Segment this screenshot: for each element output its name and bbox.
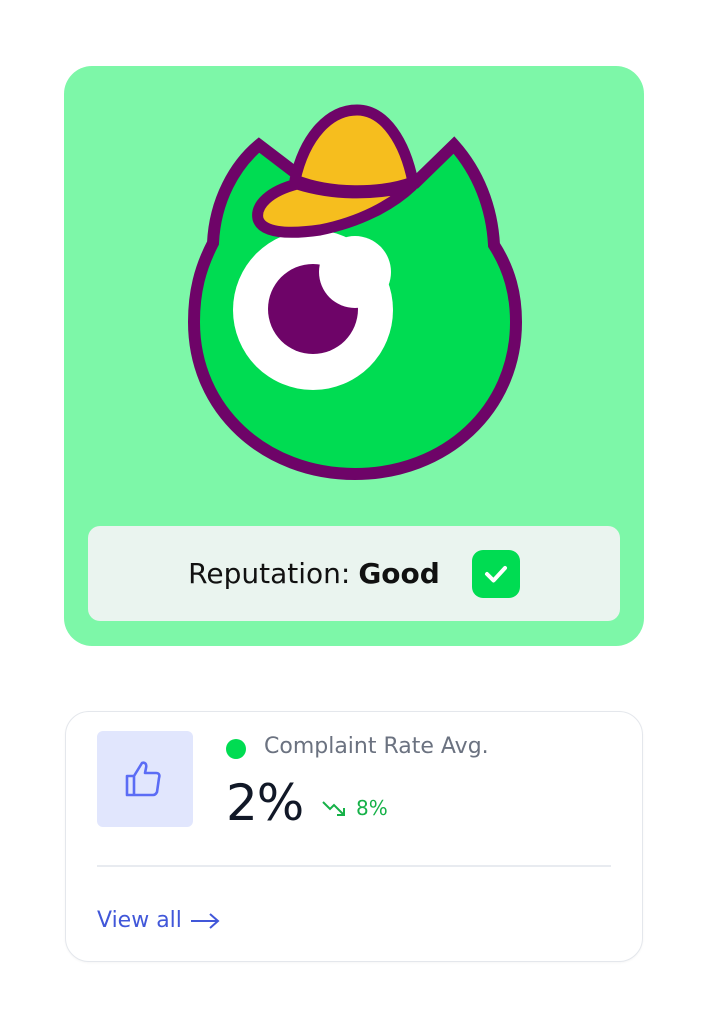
view-all-label: View all	[97, 908, 182, 933]
trend-down-icon	[322, 801, 345, 816]
metric-value: 2%	[226, 774, 304, 832]
trend-value: 8%	[356, 796, 388, 820]
mascot-hat-brim	[252, 178, 418, 238]
metric-label: Complaint Rate Avg.	[264, 734, 489, 759]
reputation-label: Reputation:	[188, 557, 351, 590]
status-dot	[226, 739, 246, 759]
arrow-right-icon	[190, 912, 220, 929]
reputation-value: Good	[358, 557, 440, 590]
complaint-rate-card: Complaint Rate Avg. 2% 8% View all	[65, 711, 643, 962]
mascot-illustration	[187, 104, 523, 481]
divider	[97, 865, 611, 867]
view-all-link[interactable]: View all	[97, 908, 220, 933]
mascot-eye-highlight	[319, 236, 391, 308]
check-icon	[471, 549, 520, 598]
metric-trend: 8%	[322, 796, 388, 820]
thumbs-up-icon	[97, 731, 193, 827]
reputation-banner: Reputation: Good	[88, 526, 620, 621]
mascot-hat-crown	[289, 104, 419, 197]
reputation-card: Reputation: Good	[64, 66, 644, 646]
